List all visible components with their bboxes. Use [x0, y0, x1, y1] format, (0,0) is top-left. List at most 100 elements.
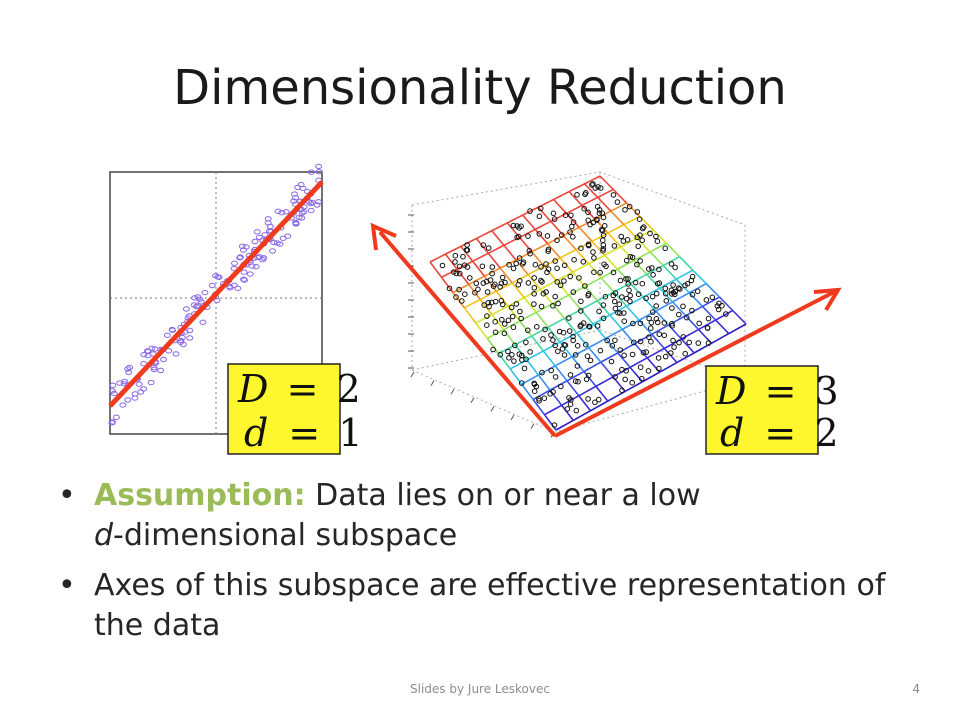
plane-point	[640, 224, 647, 230]
plane-point	[555, 348, 561, 355]
plane-point	[631, 339, 637, 346]
scatter-point	[120, 381, 128, 387]
plane-point	[634, 209, 641, 215]
plane-point	[611, 243, 618, 249]
scatter-point	[270, 239, 278, 246]
scatter-point	[313, 202, 321, 208]
plane-point	[501, 330, 508, 337]
scatter-point	[157, 367, 165, 374]
plane-point	[596, 308, 602, 315]
grid-line	[460, 245, 474, 262]
plane-point	[590, 219, 597, 226]
grid-line	[555, 323, 747, 431]
grid-line	[544, 309, 734, 416]
grid-line	[475, 322, 488, 339]
grid-line	[596, 300, 611, 316]
scatter-point	[236, 254, 244, 260]
plane-point	[581, 205, 588, 212]
plane-point	[498, 280, 505, 287]
scatter-point	[230, 282, 238, 288]
scatter-point	[160, 356, 168, 363]
plane-point	[656, 365, 662, 372]
scatter-point	[315, 163, 323, 170]
grid-line	[610, 210, 625, 226]
plane-point	[561, 278, 567, 284]
plane-point	[635, 243, 642, 250]
plane-point	[459, 298, 465, 304]
plane-point	[696, 320, 703, 327]
scatter-point	[253, 229, 261, 235]
scatter-point	[295, 214, 303, 221]
plane-point	[596, 207, 603, 213]
scatter-point	[214, 274, 222, 280]
plane-point	[536, 396, 542, 402]
plane-point	[663, 298, 670, 304]
grid-line	[555, 280, 570, 296]
plane-point	[531, 285, 538, 291]
plane-point	[672, 264, 678, 271]
scatter-point	[199, 319, 207, 325]
plane-point	[552, 258, 559, 264]
plane-point	[540, 336, 546, 342]
scatter-point	[178, 334, 186, 341]
grid-line	[652, 229, 667, 244]
grid-line	[685, 315, 700, 331]
plane-point	[557, 282, 564, 289]
grid-line	[732, 309, 747, 325]
plane-point	[489, 270, 495, 277]
plane-point	[610, 269, 617, 276]
plane-point	[556, 328, 563, 335]
plane-point	[617, 277, 624, 284]
scatter-point	[299, 185, 307, 192]
bullet-text-axes: Axes of this subspace are effective repr…	[94, 568, 886, 643]
grid-line	[491, 230, 505, 246]
scatter-point	[140, 352, 148, 358]
grid-line	[523, 297, 537, 313]
scatter-point	[292, 195, 299, 201]
grid-line	[692, 269, 707, 285]
plane-point	[689, 291, 696, 298]
label-2d-d: d = 1	[244, 411, 363, 455]
plane-point	[544, 269, 550, 276]
plane-point	[650, 309, 656, 315]
grid-line	[464, 215, 641, 309]
scatter-point	[251, 238, 259, 245]
plane-point	[591, 269, 597, 276]
plane-point	[517, 308, 523, 315]
plane-point	[542, 326, 548, 333]
grid-line	[568, 191, 583, 206]
plane-point	[585, 291, 592, 297]
plane-point	[552, 293, 559, 300]
plane-point	[647, 230, 653, 237]
plane-point	[490, 346, 496, 353]
plane-point	[668, 350, 674, 356]
plane-point	[639, 225, 646, 232]
grid-line	[547, 326, 561, 343]
plane-point	[582, 191, 588, 198]
plane-point	[463, 247, 470, 253]
scatter-point	[231, 260, 238, 266]
plane-point	[488, 299, 495, 306]
grid-line	[621, 328, 636, 345]
grid-line	[521, 282, 707, 385]
plane-point	[534, 324, 540, 330]
plane-point	[564, 406, 571, 412]
scatter-point	[290, 198, 298, 204]
subspace-axes	[370, 222, 842, 438]
plane-point	[570, 333, 576, 340]
plane-point	[505, 317, 512, 324]
plane-point	[460, 253, 466, 260]
plane-point	[532, 261, 539, 268]
plane-point	[643, 349, 650, 355]
plane-point	[662, 290, 669, 297]
plane-point	[623, 368, 629, 374]
plane-point	[492, 318, 499, 325]
plane-point	[627, 253, 634, 260]
plane-point	[585, 372, 592, 379]
grid-line	[604, 337, 619, 354]
plane-point	[646, 315, 652, 322]
scatter-point	[150, 366, 158, 373]
plane-point	[513, 301, 520, 307]
plane-point	[587, 357, 594, 364]
plane-point	[539, 279, 545, 285]
